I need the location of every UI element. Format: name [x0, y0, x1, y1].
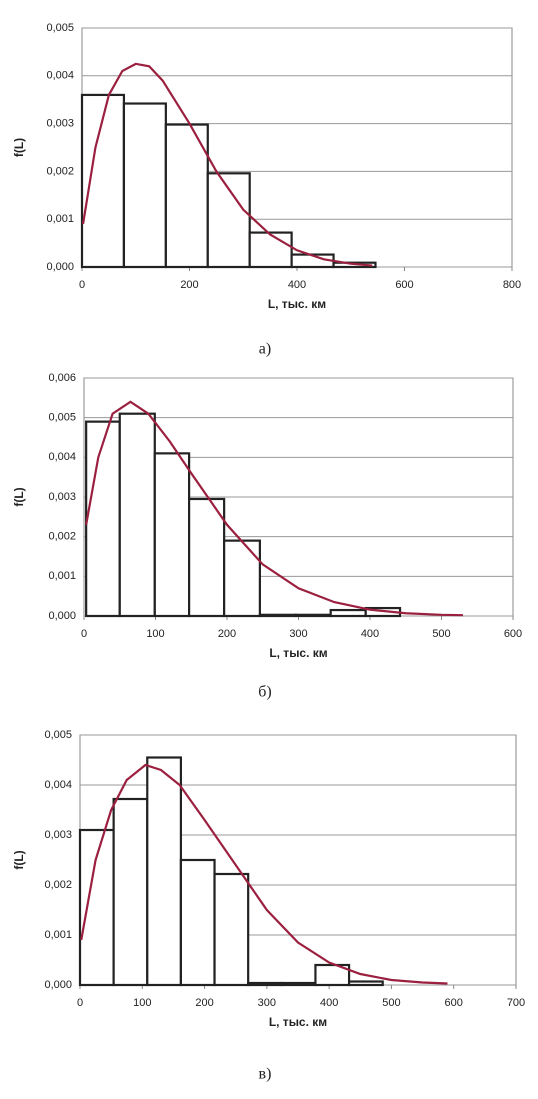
y-tick-label: 0,001 — [46, 213, 74, 225]
histogram-bar — [248, 231, 293, 269]
histogram-bar — [206, 172, 251, 269]
histogram-bar — [188, 497, 226, 618]
histogram-bar — [223, 539, 261, 618]
y-tick-label: 0,005 — [46, 22, 74, 34]
caption: в) — [259, 1066, 272, 1083]
density-curve — [85, 400, 463, 617]
x-axis-label: L, тыс. км — [269, 646, 327, 660]
x-tick-label: 100 — [133, 997, 151, 1009]
histogram-bar — [153, 452, 191, 618]
y-tick-label: 0,004 — [44, 779, 72, 791]
x-tick-label: 400 — [320, 997, 338, 1009]
y-axis-label: f(L) — [12, 487, 26, 506]
histogram-bar — [213, 872, 250, 987]
y-tick-label: 0,000 — [46, 261, 74, 273]
x-tick-label: 0 — [79, 279, 85, 291]
histogram-bar — [258, 613, 297, 618]
histogram-bar — [122, 102, 167, 269]
caption: б) — [258, 684, 271, 701]
x-axis-label: L, тыс. км — [268, 297, 326, 311]
x-tick-label: 600 — [445, 997, 463, 1009]
x-tick-label: 500 — [382, 997, 400, 1009]
histogram-bar — [85, 420, 121, 618]
x-tick-label: 400 — [361, 628, 379, 640]
y-tick-label: 0,000 — [48, 610, 76, 622]
x-tick-label: 600 — [504, 628, 522, 640]
y-tick-label: 0,005 — [44, 729, 72, 741]
y-tick-label: 0,003 — [46, 118, 74, 130]
y-tick-label: 0,004 — [46, 70, 74, 82]
histogram-bar — [146, 756, 183, 987]
histogram-bar — [294, 613, 332, 618]
histogram-bar — [329, 608, 367, 618]
x-tick-label: 300 — [258, 997, 276, 1009]
histogram-bar — [280, 981, 317, 987]
y-tick-label: 0,002 — [48, 531, 76, 543]
histogram-bar — [247, 981, 283, 987]
y-tick-label: 0,001 — [44, 929, 72, 941]
density-curve — [81, 62, 373, 267]
y-tick-label: 0,006 — [48, 372, 76, 384]
y-tick-label: 0,003 — [44, 829, 72, 841]
histogram-bar — [179, 858, 216, 987]
y-tick-label: 0,002 — [44, 879, 72, 891]
x-tick-label: 200 — [218, 628, 236, 640]
x-tick-label: 200 — [180, 279, 198, 291]
density-curve — [80, 763, 448, 985]
y-tick-label: 0,005 — [48, 412, 76, 424]
histogram-bar — [118, 412, 156, 618]
x-tick-label: 400 — [288, 279, 306, 291]
histogram-bar — [314, 963, 351, 987]
x-tick-label: 0 — [81, 628, 87, 640]
histogram-bar — [112, 797, 149, 987]
caption: а) — [259, 341, 271, 358]
histogram-bar — [347, 980, 384, 987]
y-tick-label: 0,004 — [48, 451, 76, 463]
x-tick-label: 300 — [289, 628, 307, 640]
y-tick-label: 0,002 — [46, 165, 74, 177]
x-tick-label: 700 — [507, 997, 525, 1009]
y-tick-label: 0,003 — [48, 491, 76, 503]
x-tick-label: 0 — [77, 997, 83, 1009]
x-tick-label: 800 — [503, 279, 521, 291]
x-tick-label: 100 — [146, 628, 164, 640]
y-axis-label: f(L) — [12, 850, 26, 869]
x-tick-label: 200 — [195, 997, 213, 1009]
y-axis-label: f(L) — [12, 138, 26, 157]
x-tick-label: 600 — [395, 279, 413, 291]
y-tick-label: 0,001 — [48, 570, 76, 582]
x-axis-label: L, тыс. км — [269, 1015, 327, 1029]
x-tick-label: 500 — [432, 628, 450, 640]
y-tick-label: 0,000 — [44, 979, 72, 991]
